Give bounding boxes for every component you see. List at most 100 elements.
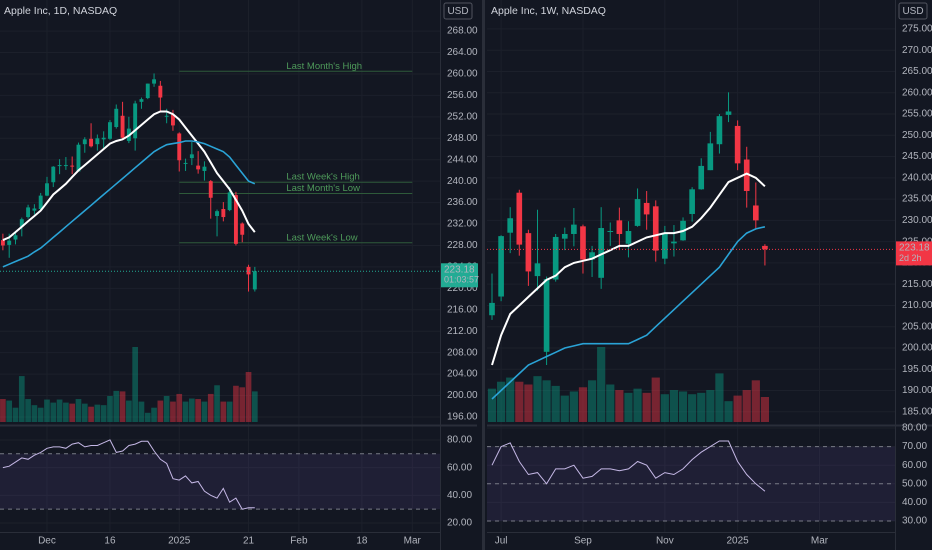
candle-body <box>215 211 219 216</box>
volume-bar <box>201 401 208 422</box>
volume-bar <box>233 385 239 422</box>
candle-body <box>561 233 568 239</box>
y-tick-label: 250.00 <box>902 130 932 141</box>
volume-bar <box>132 347 138 422</box>
y-tick-label: 235.00 <box>902 194 932 205</box>
candle-body <box>7 240 12 245</box>
candle-body <box>196 165 201 170</box>
volume-bar <box>487 388 497 422</box>
rsi-tick-label: 40.00 <box>447 490 472 501</box>
volume-bar <box>688 394 697 422</box>
candle-body <box>743 159 750 192</box>
candle-body <box>725 111 732 115</box>
volume-bar <box>81 403 88 422</box>
volume-bar <box>239 387 246 422</box>
y-tick-label: 204.00 <box>447 369 478 380</box>
rsi-tick-label: 60.00 <box>902 460 927 471</box>
candle-body <box>89 138 94 147</box>
volume-bar <box>669 390 679 422</box>
y-tick-label: 264.00 <box>447 47 478 58</box>
x-tick-label: Mar <box>404 536 422 547</box>
volume-bar <box>94 404 101 422</box>
candle-body <box>233 195 238 244</box>
x-tick-label: 18 <box>356 536 368 547</box>
rsi-tick-label: 80.00 <box>447 435 472 446</box>
x-tick-label: Mar <box>811 536 829 547</box>
volume-bar <box>6 400 13 422</box>
candle-body <box>76 144 81 172</box>
volume-bar <box>724 401 733 422</box>
candle-body <box>189 154 194 159</box>
x-tick-label: Dec <box>38 536 56 547</box>
y-tick-label: 185.00 <box>902 406 932 417</box>
candle-body <box>19 219 24 227</box>
rsi-tick-label: 60.00 <box>447 462 472 473</box>
y-tick-label: 200.00 <box>447 390 478 401</box>
volume-bar <box>37 407 44 422</box>
y-tick-label: 248.00 <box>447 133 478 144</box>
candle-body <box>716 116 723 145</box>
rsi-tick-label: 50.00 <box>902 478 927 489</box>
candle-body <box>752 205 759 221</box>
candle-body <box>498 236 504 297</box>
volume-bar <box>126 400 132 422</box>
moving-average <box>491 226 766 400</box>
volume-bar <box>251 391 258 422</box>
y-tick-label: 228.00 <box>447 240 478 251</box>
chart-title: Apple Inc, 1D, NASDAQ <box>4 5 117 17</box>
x-tick-label: 2025 <box>726 536 749 547</box>
volume-bar <box>182 401 189 422</box>
rsi-tick-label: 20.00 <box>447 518 472 529</box>
candle-body <box>101 137 106 140</box>
candle-body <box>114 108 119 128</box>
candle-body <box>571 224 577 234</box>
rsi-tick-label: 40.00 <box>902 497 927 508</box>
last-price-box <box>441 263 478 288</box>
y-tick-label: 245.00 <box>902 151 932 162</box>
candle-body <box>643 202 650 215</box>
volume-bar <box>113 390 120 422</box>
volume-bar <box>751 380 760 422</box>
candle-body <box>70 165 75 167</box>
candle-body <box>589 252 595 260</box>
candle-body <box>158 85 163 98</box>
y-tick-label: 205.00 <box>902 321 932 332</box>
volume-bar <box>624 392 633 422</box>
y-tick-label: 240.00 <box>902 172 932 183</box>
rsi-tick-label: 30.00 <box>902 516 927 527</box>
volume-bar <box>119 391 126 422</box>
candle-body <box>82 139 87 145</box>
y-tick-label: 265.00 <box>902 66 932 77</box>
volume-bar <box>138 401 145 422</box>
right-plot <box>487 0 895 532</box>
rsi-band <box>0 453 440 510</box>
volume-bar <box>533 376 542 422</box>
candle-body <box>616 220 623 234</box>
x-tick-label: Sep <box>574 536 592 547</box>
y-tick-label: 268.00 <box>447 26 478 37</box>
y-tick-label: 260.00 <box>902 87 932 98</box>
volume-bar <box>157 400 164 422</box>
volume-bar <box>678 391 688 422</box>
candle-body <box>221 209 226 218</box>
candle-body <box>543 279 550 352</box>
volume-bar <box>56 399 63 422</box>
volume-bar <box>651 377 660 422</box>
y-tick-label: 215.00 <box>902 279 932 290</box>
candle-body <box>246 266 251 275</box>
candle-body <box>489 302 495 316</box>
y-tick-label: 240.00 <box>447 176 478 187</box>
candle-body <box>139 99 144 102</box>
level-label: Last Month's High <box>286 61 362 72</box>
volume-bar <box>63 402 69 422</box>
candle-body <box>177 133 182 161</box>
candle-body <box>625 231 632 244</box>
candle-body <box>240 223 245 235</box>
last-price-label: 223.18 <box>899 243 930 254</box>
volume-bar <box>18 376 25 422</box>
chart-title: Apple Inc, 1W, NASDAQ <box>491 5 606 17</box>
volume-bar <box>760 397 770 422</box>
candle-body <box>63 165 68 167</box>
currency-box <box>443 2 473 20</box>
